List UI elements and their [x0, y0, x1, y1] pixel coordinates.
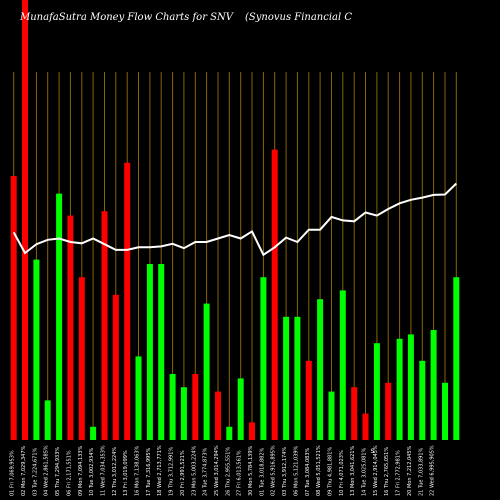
- x-axis-labels: 01 Fri 7,069,953% 02 Mon 7,029,347% 03 Tue…: [10, 445, 436, 496]
- bar: [215, 391, 221, 440]
- bar: [260, 277, 267, 440]
- x-tick-label: 15 Wed 2,914,045%: [373, 445, 379, 496]
- bar: [351, 387, 358, 440]
- bar: [90, 426, 97, 440]
- x-tick-label: 27 Fri 6,013,561%: [237, 450, 243, 496]
- x-tick-label: 11 Wed 7,034,353%: [101, 445, 107, 496]
- bar: [158, 264, 165, 440]
- bar: [305, 360, 312, 440]
- bar: [294, 316, 301, 440]
- bar: [237, 378, 244, 440]
- bar: [192, 374, 199, 440]
- x-tick-label: 06 Mon 5,121,039%: [293, 445, 299, 496]
- bar: [396, 338, 403, 440]
- bar: [283, 316, 290, 440]
- x-tick-label: 03 Thu 3,912,174%: [282, 447, 288, 496]
- x-tick-label: 25 Wed 3,014,294%: [214, 445, 220, 496]
- bar: [78, 277, 85, 440]
- bar: [180, 387, 187, 440]
- bar: [10, 176, 17, 440]
- x-tick-label: 09 Thu 4,981,881%: [328, 447, 334, 496]
- x-tick-label: 17 Tue 7,316,995%: [146, 447, 152, 496]
- x-tick-label: 03 Tue 7,224,671%: [32, 447, 38, 496]
- x-tick-label: 12 Thu 3,012,224%: [112, 447, 118, 496]
- bar: [271, 149, 278, 440]
- bar: [146, 264, 153, 440]
- bar: [328, 391, 335, 440]
- bar: [385, 382, 392, 440]
- x-tick-label: 16 Thu 2,765,051%: [384, 447, 390, 496]
- bar: [101, 211, 108, 440]
- bar: [362, 413, 369, 440]
- x-tick-label: 10 Tue 3,002,934%: [89, 447, 95, 496]
- axis-annotation: S: [371, 448, 375, 455]
- money-flow-line: [12, 182, 457, 257]
- x-tick-label: 18 Wed 2,713,771%: [157, 445, 163, 496]
- bar: [112, 294, 119, 440]
- x-tick-label: 04 Wed 2,861,585%: [44, 445, 50, 496]
- bar: [317, 299, 324, 440]
- x-tick-label: 30 Mon 5,784,139%: [248, 445, 254, 496]
- x-tick-label: 06 Fri 2,171,551%: [66, 450, 72, 496]
- x-tick-label: 13 Mon 3,041,621%: [350, 445, 356, 496]
- x-tick-label: 10 Fri 4,071,023%: [339, 450, 345, 496]
- chart-subtitle: (Synovus Financial C: [245, 12, 353, 23]
- x-tick-label: 14 Tue 3,025,081%: [362, 447, 368, 496]
- x-tick-label: 09 Mon 7,094,133%: [78, 445, 84, 496]
- bar-series: [10, 0, 460, 441]
- bar: [407, 334, 414, 440]
- x-tick-label: 08 Wed 5,051,521%: [316, 445, 322, 496]
- bar: [22, 0, 28, 440]
- x-tick-label: 17 Fri 2,772,981%: [396, 450, 402, 496]
- bar: [56, 193, 63, 440]
- bar: [44, 400, 51, 440]
- x-tick-label: 01 Tue 3,018,882%: [259, 447, 265, 496]
- x-tick-label: 07 Tue 3,084,083%: [305, 447, 311, 496]
- x-tick-label: 20 Fri 2,991,521%: [180, 450, 186, 496]
- x-tick-label: 01 Fri 7,069,953%: [10, 450, 16, 496]
- bar: [430, 330, 437, 440]
- bar: [169, 374, 176, 440]
- bar: [226, 426, 233, 440]
- x-tick-label: 23 Mon 5,003,224%: [191, 445, 197, 496]
- bar: [67, 215, 74, 440]
- x-tick-label: 22 Wed 6,995,905%: [430, 445, 436, 496]
- bar: [249, 422, 255, 440]
- chart-title: MunafaSutra Money Flow Charts for SNV: [20, 12, 233, 23]
- x-tick-label: 02 Mon 7,029,347%: [21, 445, 27, 496]
- bar: [373, 343, 380, 440]
- bar: [203, 303, 210, 440]
- bar: [339, 290, 346, 440]
- bar: [135, 356, 142, 440]
- x-tick-label: 26 Thu 2,955,551%: [225, 447, 231, 496]
- bar: [33, 259, 40, 440]
- x-tick-label: 19 Thu 3,712,991%: [169, 447, 175, 496]
- bar: [124, 162, 131, 441]
- bar: [453, 277, 460, 440]
- line-series: [12, 182, 457, 257]
- x-tick-label: 13 Fri 3,019,099%: [123, 450, 129, 496]
- x-tick-label: 20 Mon 7,212,045%: [407, 445, 413, 496]
- x-tick-label: 24 Tue 3,774,873%: [203, 447, 209, 496]
- x-tick-label: 02 Wed 5,916,895%: [271, 445, 277, 496]
- x-tick-label: 21 Tue 7,033,891%: [418, 447, 424, 496]
- bar: [442, 382, 448, 440]
- x-tick-label: 16 Mon 7,138,063%: [135, 445, 141, 496]
- x-tick-label: 05 Thu 7,294,933%: [55, 447, 61, 496]
- bar: [419, 360, 426, 440]
